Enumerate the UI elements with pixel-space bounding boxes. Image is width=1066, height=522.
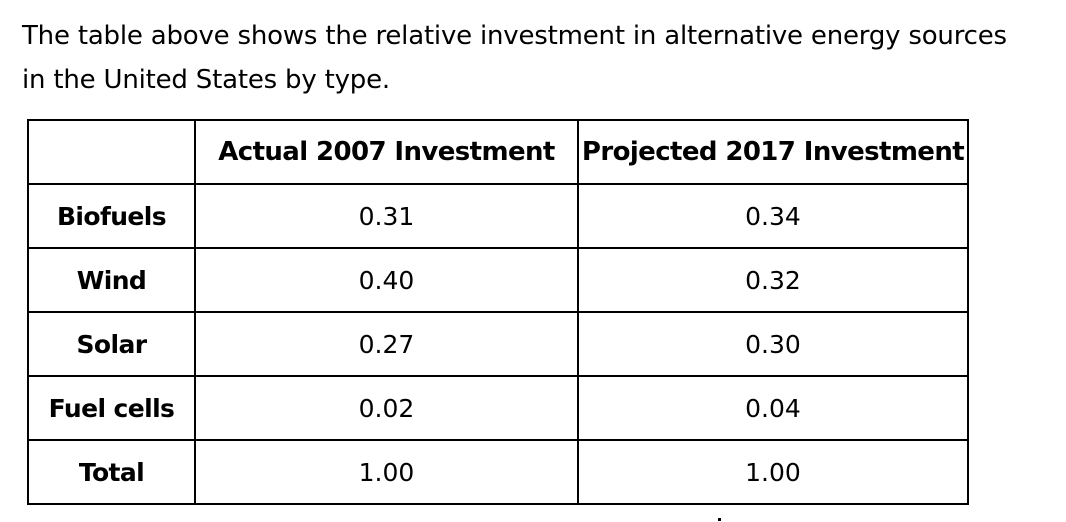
table-row-total: Total 1.00 1.00 xyxy=(27,439,969,505)
table-row: Solar 0.27 0.30 xyxy=(27,311,969,377)
header-projected-2017: Projected 2017 Investment xyxy=(577,119,969,185)
table-row: Biofuels 0.31 0.34 xyxy=(27,183,969,249)
intro-line-2: in the United States by type. xyxy=(22,65,390,95)
table-row: Fuel cells 0.02 0.04 xyxy=(27,375,969,441)
header-blank-cell xyxy=(27,119,196,185)
cell-projected-2017: 0.34 xyxy=(577,183,969,249)
row-label-biofuels: Biofuels xyxy=(27,183,196,249)
cell-projected-2017: 0.30 xyxy=(577,311,969,377)
cell-projected-2017: 0.32 xyxy=(577,247,969,313)
table-row: Wind 0.40 0.32 xyxy=(27,247,969,313)
header-actual-2007: Actual 2007 Investment xyxy=(194,119,579,185)
row-label-fuel-cells: Fuel cells xyxy=(27,375,196,441)
cell-actual-2007: 1.00 xyxy=(194,439,579,505)
intro-paragraph: The table above shows the relative inves… xyxy=(22,14,1062,102)
row-label-solar: Solar xyxy=(27,311,196,377)
cell-projected-2017: 1.00 xyxy=(577,439,969,505)
row-label-wind: Wind xyxy=(27,247,196,313)
cell-actual-2007: 0.40 xyxy=(194,247,579,313)
cell-actual-2007: 0.02 xyxy=(194,375,579,441)
stray-ink-mark xyxy=(718,518,721,521)
cell-actual-2007: 0.31 xyxy=(194,183,579,249)
row-label-total: Total xyxy=(27,439,196,505)
table-header-row: Actual 2007 Investment Projected 2017 In… xyxy=(27,119,969,185)
cell-actual-2007: 0.27 xyxy=(194,311,579,377)
cell-projected-2017: 0.04 xyxy=(577,375,969,441)
intro-line-1: The table above shows the relative inves… xyxy=(22,21,1007,51)
energy-investment-table: Actual 2007 Investment Projected 2017 In… xyxy=(27,119,969,505)
